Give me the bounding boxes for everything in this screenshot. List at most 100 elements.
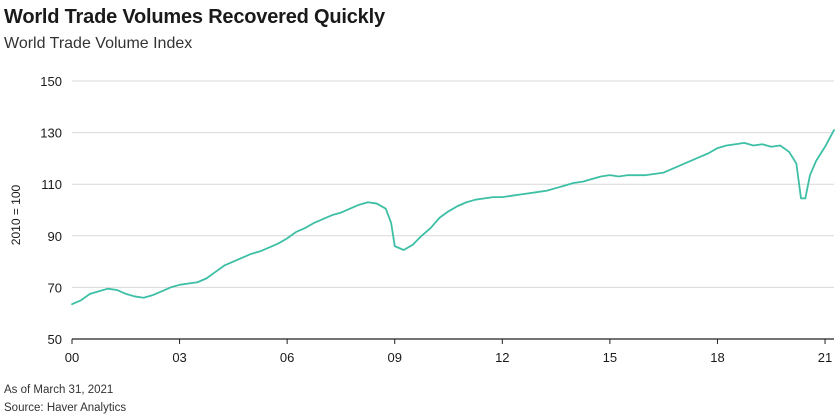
data-point [304, 227, 306, 229]
data-point [779, 145, 781, 147]
data-point [795, 163, 797, 165]
series-line-0 [71, 129, 835, 306]
data-point [179, 284, 181, 286]
data-point [206, 277, 208, 279]
data-point [573, 182, 575, 184]
data-point [170, 287, 172, 289]
data-point [340, 212, 342, 214]
data-point [726, 145, 728, 147]
data-point [134, 296, 136, 298]
data-point [743, 142, 745, 144]
data-point [358, 204, 360, 206]
data-point [618, 176, 620, 178]
data-point [609, 174, 611, 176]
y-tick-label-50: 50 [48, 332, 62, 347]
data-point [143, 297, 145, 299]
data-point [815, 160, 817, 162]
data-point [510, 195, 512, 197]
data-point [215, 271, 217, 273]
data-point [537, 191, 539, 193]
gridlines [72, 80, 834, 340]
y-axis-tick-labels: 50 70 90 110 130 150 [40, 74, 62, 347]
source-note: Source: Haver Analytics [4, 402, 127, 414]
chart-title: World Trade Volumes Recovered Quickly [4, 6, 385, 28]
y-axis-title: 2010 = 100 [9, 184, 23, 245]
data-point [403, 249, 405, 251]
data-point [681, 164, 683, 166]
data-point [98, 290, 100, 292]
data-point [654, 173, 656, 175]
data-point [800, 197, 802, 199]
data-point [788, 151, 790, 153]
series-layer [71, 129, 835, 306]
data-point [627, 174, 629, 176]
data-point [672, 168, 674, 170]
data-point [770, 146, 772, 148]
data-point [268, 247, 270, 249]
x-tick-label-00: 00 [65, 350, 79, 365]
y-tick-label-130: 130 [40, 126, 62, 141]
data-point [591, 178, 593, 180]
data-point [582, 181, 584, 183]
data-point [412, 244, 414, 246]
data-point [188, 283, 190, 285]
data-point [501, 196, 503, 198]
data-point [295, 231, 297, 233]
data-point [71, 303, 73, 305]
chart-subtitle: World Trade Volume Index [4, 35, 193, 52]
data-point [833, 129, 835, 131]
footnote: As of March 31, 2021 [4, 384, 114, 396]
data-point [80, 299, 82, 301]
data-point [313, 222, 315, 224]
data-point [430, 227, 432, 229]
data-point [752, 145, 754, 147]
data-point [367, 201, 369, 203]
data-point [277, 243, 279, 245]
data-point [390, 222, 392, 224]
data-point [250, 253, 252, 255]
data-point [224, 265, 226, 267]
data-point [466, 201, 468, 203]
data-point [116, 289, 118, 291]
data-point [161, 290, 163, 292]
x-axis-tick-labels: 00 03 06 09 12 15 18 21 [65, 339, 832, 365]
data-point [376, 203, 378, 205]
data-point [259, 250, 261, 252]
x-tick-label-06: 06 [280, 350, 294, 365]
data-point [152, 294, 154, 296]
data-point [89, 293, 91, 295]
data-point [699, 156, 701, 158]
x-tick-label-09: 09 [387, 350, 401, 365]
data-point [448, 210, 450, 212]
y-tick-label-150: 150 [40, 74, 62, 89]
data-point [197, 281, 199, 283]
data-point [483, 197, 485, 199]
data-point [546, 190, 548, 192]
data-point [349, 208, 351, 210]
x-tick-label-18: 18 [710, 350, 724, 365]
data-point [600, 176, 602, 178]
data-point [475, 199, 477, 201]
y-tick-label-90: 90 [48, 229, 62, 244]
data-point [492, 196, 494, 198]
data-point [457, 205, 459, 207]
data-point [241, 257, 243, 259]
y-tick-label-110: 110 [41, 177, 62, 192]
data-point [232, 261, 234, 263]
data-point [734, 143, 736, 145]
data-point [636, 174, 638, 176]
data-point [564, 185, 566, 187]
data-point [717, 147, 719, 149]
data-point [421, 235, 423, 237]
data-point [528, 192, 530, 194]
x-tick-label-12: 12 [495, 350, 509, 365]
data-point [690, 160, 692, 162]
data-point [322, 218, 324, 220]
x-tick-label-03: 03 [172, 350, 186, 365]
data-point [555, 187, 557, 189]
data-point [125, 293, 127, 295]
data-point [394, 245, 396, 247]
data-point [824, 146, 826, 148]
y-tick-label-70: 70 [48, 280, 62, 295]
